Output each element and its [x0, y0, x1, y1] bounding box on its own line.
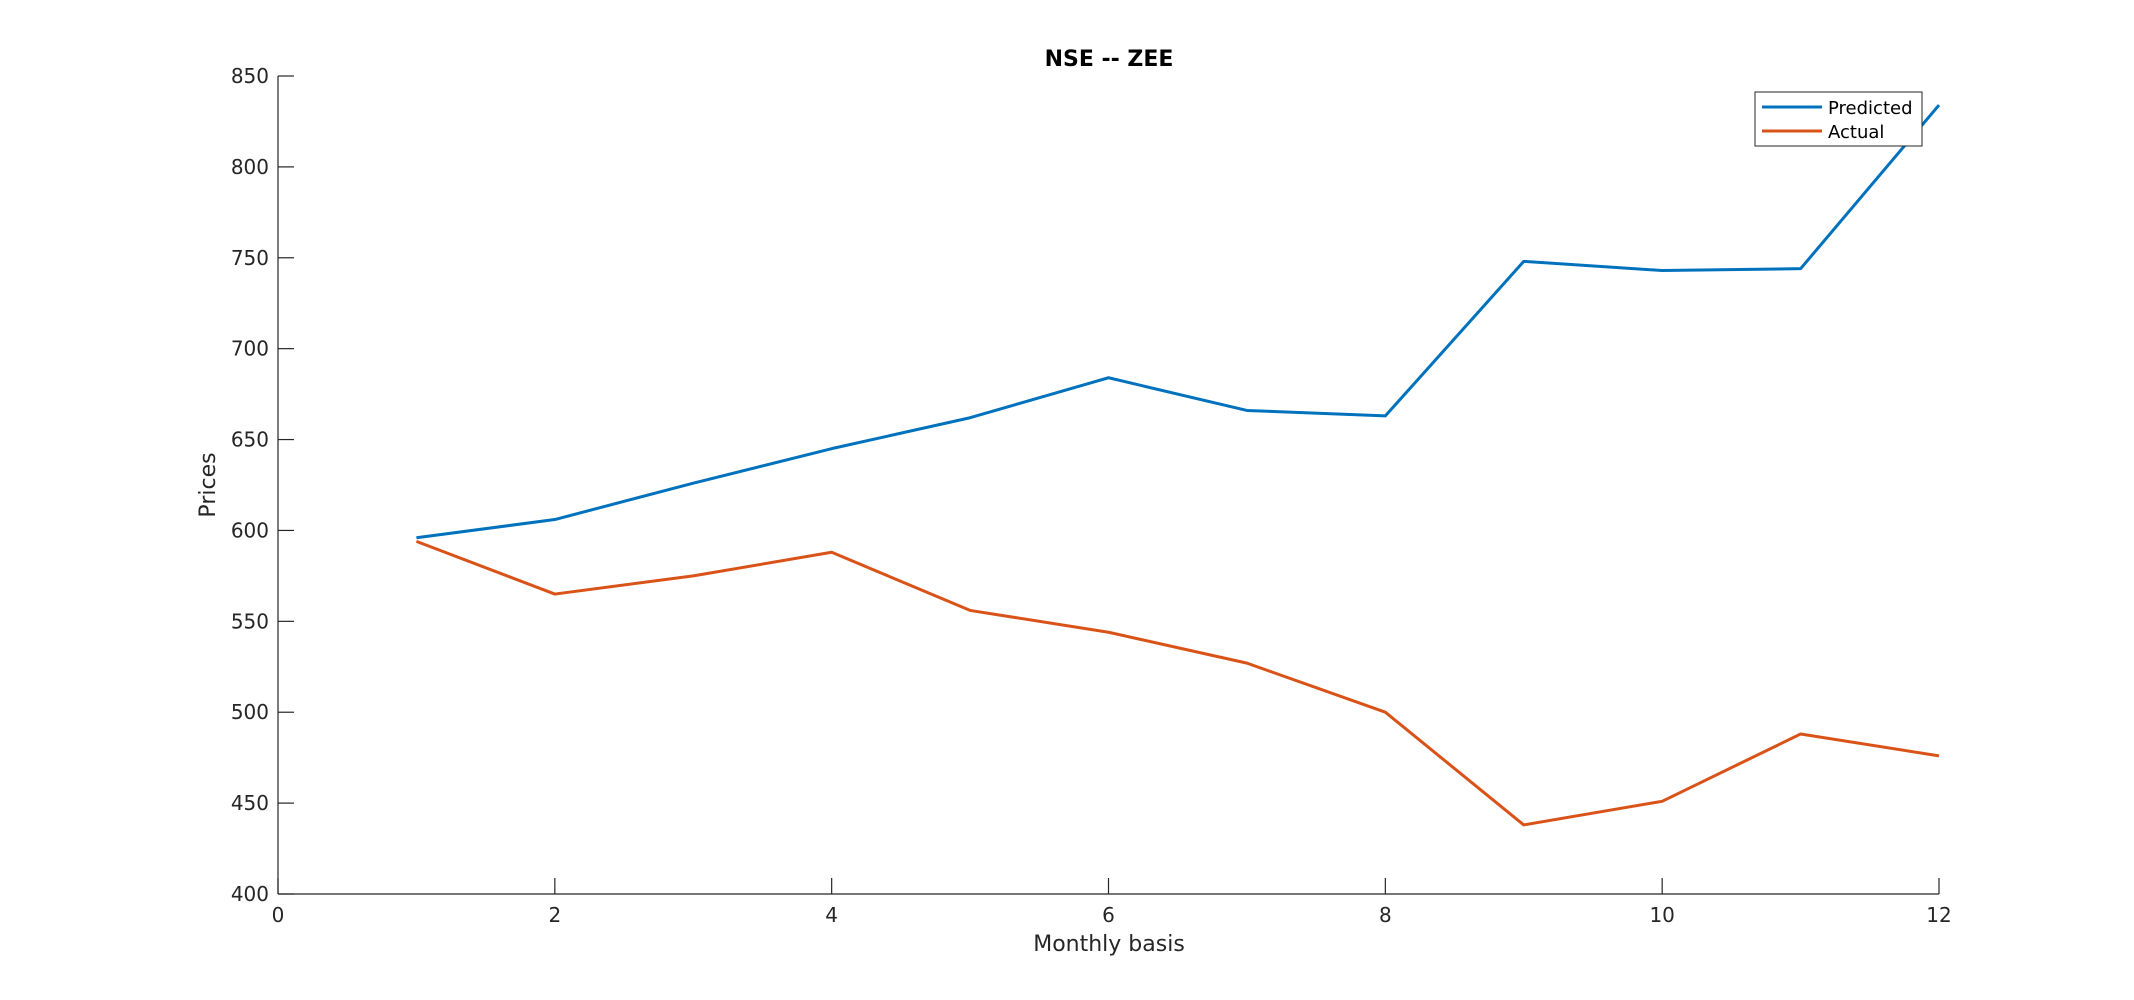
x-ticks: 0 2 4 6 8 10 12 [272, 878, 1952, 927]
y-tick-label: 650 [231, 428, 269, 452]
y-tick-label: 850 [231, 64, 269, 88]
y-tick-label: 400 [231, 882, 269, 906]
legend-box [1754, 91, 1923, 147]
y-tick-label: 500 [231, 700, 269, 724]
chart-title: NSE -- ZEE [1045, 47, 1174, 72]
y-tick-label: 750 [231, 246, 269, 270]
legend-label-actual: Actual [1828, 122, 1884, 143]
x-tick-label: 10 [1649, 903, 1674, 927]
axes [277, 76, 1939, 895]
y-tick-label: 550 [231, 609, 269, 633]
legend-label-predicted: Predicted [1828, 98, 1913, 119]
y-tick-label: 450 [231, 791, 269, 815]
y-ticks: 400 450 500 550 600 650 700 750 800 850 [231, 64, 294, 906]
x-tick-label: 4 [825, 903, 838, 927]
x-tick-label: 8 [1379, 903, 1392, 927]
y-tick-label: 800 [231, 155, 269, 179]
legend: Predicted Actual [1754, 91, 1923, 147]
y-axis-label: Prices [196, 452, 221, 517]
x-tick-label: 6 [1102, 903, 1115, 927]
x-tick-label: 0 [272, 903, 285, 927]
series-group [415, 104, 1941, 827]
x-tick-label: 12 [1926, 903, 1951, 927]
x-tick-label: 2 [548, 903, 561, 927]
series-line-predicted [416, 104, 1941, 540]
series-line-actual [415, 539, 1940, 827]
x-axis-label: Monthly basis [1033, 932, 1185, 957]
y-tick-label: 700 [231, 337, 269, 361]
y-tick-label: 600 [231, 518, 269, 542]
